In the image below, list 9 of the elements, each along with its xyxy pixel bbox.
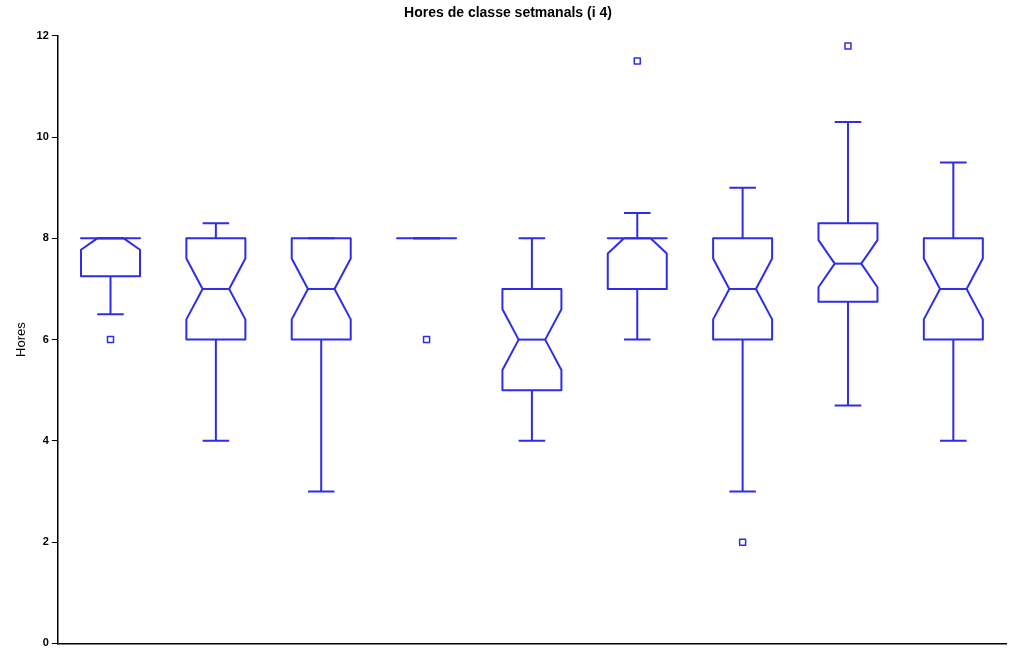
y-tick-label: 0 bbox=[42, 636, 49, 649]
y-tick-label: 10 bbox=[36, 130, 49, 143]
y-axis-title: Hores bbox=[13, 321, 29, 357]
y-tick-label: 6 bbox=[42, 332, 49, 345]
y-tick-label: 2 bbox=[42, 535, 49, 548]
y-tick-label: 4 bbox=[42, 433, 50, 446]
y-tick-label: 12 bbox=[36, 28, 49, 41]
chart-title: Hores de classe setmanals (i 4) bbox=[404, 4, 612, 21]
y-tick-label: 8 bbox=[42, 231, 49, 244]
